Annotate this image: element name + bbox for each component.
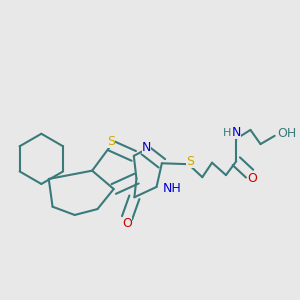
Text: H: H <box>223 128 232 138</box>
Text: N: N <box>232 126 241 140</box>
Text: OH: OH <box>278 127 297 140</box>
Text: S: S <box>186 155 194 168</box>
Text: NH: NH <box>163 182 182 195</box>
Text: S: S <box>107 135 115 148</box>
Text: O: O <box>247 172 257 184</box>
Text: N: N <box>142 140 151 154</box>
Text: O: O <box>122 217 132 230</box>
